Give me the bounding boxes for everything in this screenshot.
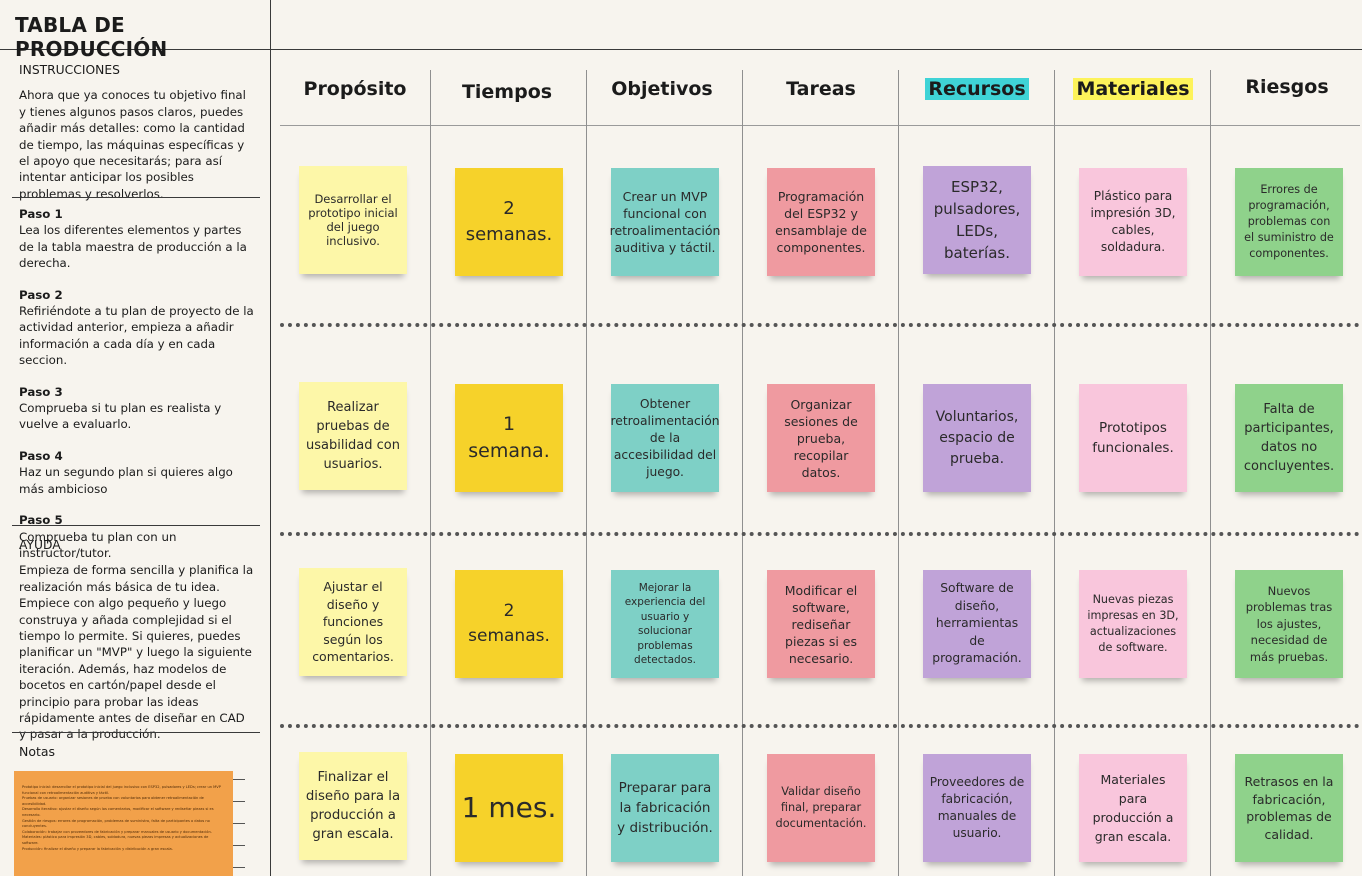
- sticky-note-tareas-1[interactable]: Programación del ESP32 y ensamblaje de c…: [767, 168, 875, 276]
- sticky-note-tareas-2[interactable]: Organizar sesiones de prueba, recopilar …: [767, 384, 875, 492]
- sticky-note-objetivos-3[interactable]: Mejorar la experiencia del usuario y sol…: [611, 570, 719, 678]
- sticky-note-recursos-3[interactable]: Software de diseño, herramientas de prog…: [923, 570, 1031, 678]
- column-separator: [898, 70, 899, 876]
- step-label: Paso 5: [19, 513, 63, 528]
- sticky-note-recursos-4[interactable]: Proveedores de fabricación, manuales de …: [923, 754, 1031, 862]
- sticky-note-materiales-3[interactable]: Nuevas piezas impresas en 3D, actualizac…: [1079, 570, 1187, 678]
- sticky-note-materiales-1[interactable]: Plástico para impresión 3D, cables, sold…: [1079, 168, 1187, 276]
- sticky-note-tiempos-1[interactable]: 2 semanas.: [455, 168, 563, 276]
- note-rule: [233, 867, 245, 868]
- column-header-riesgos: Riesgos: [1245, 76, 1329, 98]
- notes-sticky[interactable]: Prototipo inicial: desarrollar el protot…: [14, 771, 245, 876]
- notes-line-5: Colaboración: trabajar con proveedores d…: [22, 829, 212, 834]
- note-rule: [233, 823, 245, 824]
- sticky-note-tiempos-3[interactable]: 2 semanas.: [455, 570, 563, 678]
- notes-heading: Notas: [19, 744, 56, 759]
- step-5: Paso 5 Comprueba tu plan con un instruct…: [19, 512, 255, 561]
- header-divider: [280, 125, 1360, 126]
- divider: [12, 525, 260, 526]
- notes-line-2: Pruebas de usuario: organizar sesiones d…: [22, 796, 204, 806]
- sticky-note-proposito-1[interactable]: Desarrollar el prototipo inicial del jue…: [299, 166, 407, 274]
- sticky-note-proposito-4[interactable]: Finalizar el diseño para la producción a…: [299, 752, 407, 860]
- sticky-note-proposito-2[interactable]: Realizar pruebas de usabilidad con usuar…: [299, 382, 407, 490]
- column-separator: [430, 70, 431, 876]
- column-header-proposito: Propósito: [303, 78, 407, 100]
- column-separator: [1210, 70, 1211, 876]
- step-3: Paso 3 Comprueba si tu plan es realista …: [19, 384, 255, 433]
- sticky-note-tiempos-2[interactable]: 1 semana.: [455, 384, 563, 492]
- step-text: Haz un segundo plan si quieres algo más …: [19, 465, 233, 496]
- step-label: Paso 4: [19, 448, 63, 463]
- row-separator: [280, 724, 1360, 728]
- note-rule: [233, 845, 245, 846]
- page-title: TABLA DE PRODUCCIÓN: [15, 13, 168, 61]
- notes-line-4: Gestión de riesgos: errores de programac…: [22, 818, 210, 829]
- column-separator: [742, 70, 743, 876]
- sticky-note-tareas-4[interactable]: Validar diseño final, preparar documenta…: [767, 754, 875, 862]
- notes-line-6: Materiales: plástico para impresión 3D, …: [22, 835, 209, 845]
- sticky-note-recursos-2[interactable]: Voluntarios, espacio de prueba.: [923, 384, 1031, 492]
- help-section: AYUDA Empieza de forma sencilla y planif…: [19, 537, 255, 743]
- step-text: Comprueba tu plan con un instructor/tuto…: [19, 529, 177, 560]
- instructions-sidebar: TABLA DE PRODUCCIÓN INSTRUCCIONES Ahora …: [0, 0, 271, 876]
- row-separator: [280, 323, 1360, 327]
- sticky-note-recursos-1[interactable]: ESP32, pulsadores, LEDs, baterías.: [923, 166, 1031, 274]
- step-label: Paso 1: [19, 207, 63, 221]
- note-rule: [233, 801, 245, 802]
- sticky-note-materiales-4[interactable]: Materiales para producción a gran escala…: [1079, 754, 1187, 862]
- sticky-note-objetivos-2[interactable]: Obtener retroalimentación de la accesibi…: [610, 384, 720, 492]
- instructions-text: Ahora que ya conoces tu objetivo final y…: [19, 88, 246, 201]
- instructions-section: INSTRUCCIONES Ahora que ya conoces tu ob…: [19, 62, 255, 202]
- step-text: Comprueba si tu plan es realista y vuelv…: [19, 401, 222, 432]
- notes-line-7: Producción: finalizar el diseño y prepar…: [22, 846, 173, 851]
- sidebar-title-bar: TABLA DE PRODUCCIÓN: [0, 0, 270, 61]
- instructions-heading: INSTRUCCIONES: [19, 63, 120, 77]
- sticky-note-objetivos-4[interactable]: Preparar para la fabricación y distribuc…: [611, 754, 719, 862]
- column-separator: [1054, 70, 1055, 876]
- note-rule: [233, 779, 245, 780]
- sticky-note-materiales-2[interactable]: Prototipos funcionales.: [1079, 384, 1187, 492]
- steps-section: Paso 1 Lea los diferentes elementos y pa…: [19, 206, 255, 576]
- sticky-note-proposito-3[interactable]: Ajustar el diseño y funciones según los …: [299, 568, 407, 676]
- step-1: Paso 1 Lea los diferentes elementos y pa…: [19, 206, 255, 272]
- step-label: Paso 2: [19, 287, 63, 302]
- step-4: Paso 4 Haz un segundo plan si quieres al…: [19, 448, 255, 497]
- sticky-note-riesgos-2[interactable]: Falta de participantes, datos no concluy…: [1235, 384, 1343, 492]
- column-header-recursos: Recursos: [900, 78, 1054, 100]
- divider: [12, 197, 260, 198]
- sticky-note-riesgos-3[interactable]: Nuevos problemas tras los ajustes, neces…: [1235, 570, 1343, 678]
- sticky-note-tiempos-4[interactable]: 1 mes.: [455, 754, 563, 862]
- column-separator: [586, 70, 587, 876]
- column-header-tiempos: Tiempos: [461, 81, 553, 103]
- divider: [12, 732, 260, 733]
- sticky-note-riesgos-4[interactable]: Retrasos en la fabricación, problemas de…: [1235, 754, 1343, 862]
- step-text: Lea los diferentes elementos y partes de…: [19, 223, 247, 271]
- column-header-objetivos: Objetivos: [611, 78, 713, 100]
- column-header-materiales: Materiales: [1056, 78, 1210, 100]
- help-heading: AYUDA: [19, 538, 61, 552]
- step-label: Paso 3: [19, 384, 63, 399]
- help-text: Empieza de forma sencilla y planifica la…: [19, 563, 254, 742]
- sticky-note-objetivos-1[interactable]: Crear un MVP funcional con retroalimenta…: [610, 168, 720, 276]
- sticky-note-riesgos-1[interactable]: Errores de programación, problemas con e…: [1235, 168, 1343, 276]
- notes-line-1: Prototipo inicial: desarrollar el protot…: [22, 785, 221, 795]
- step-text: Refiriéndote a tu plan de proyecto de la…: [19, 304, 254, 368]
- row-separator: [280, 532, 1360, 536]
- column-header-tareas: Tareas: [786, 78, 856, 100]
- notes-line-3: Desarrollo iterativo: ajustar el diseño …: [22, 807, 214, 817]
- sticky-note-tareas-3[interactable]: Modificar el software, rediseñar piezas …: [767, 570, 875, 678]
- step-2: Paso 2 Refiriéndote a tu plan de proyect…: [19, 287, 255, 369]
- top-bar: [271, 0, 1362, 50]
